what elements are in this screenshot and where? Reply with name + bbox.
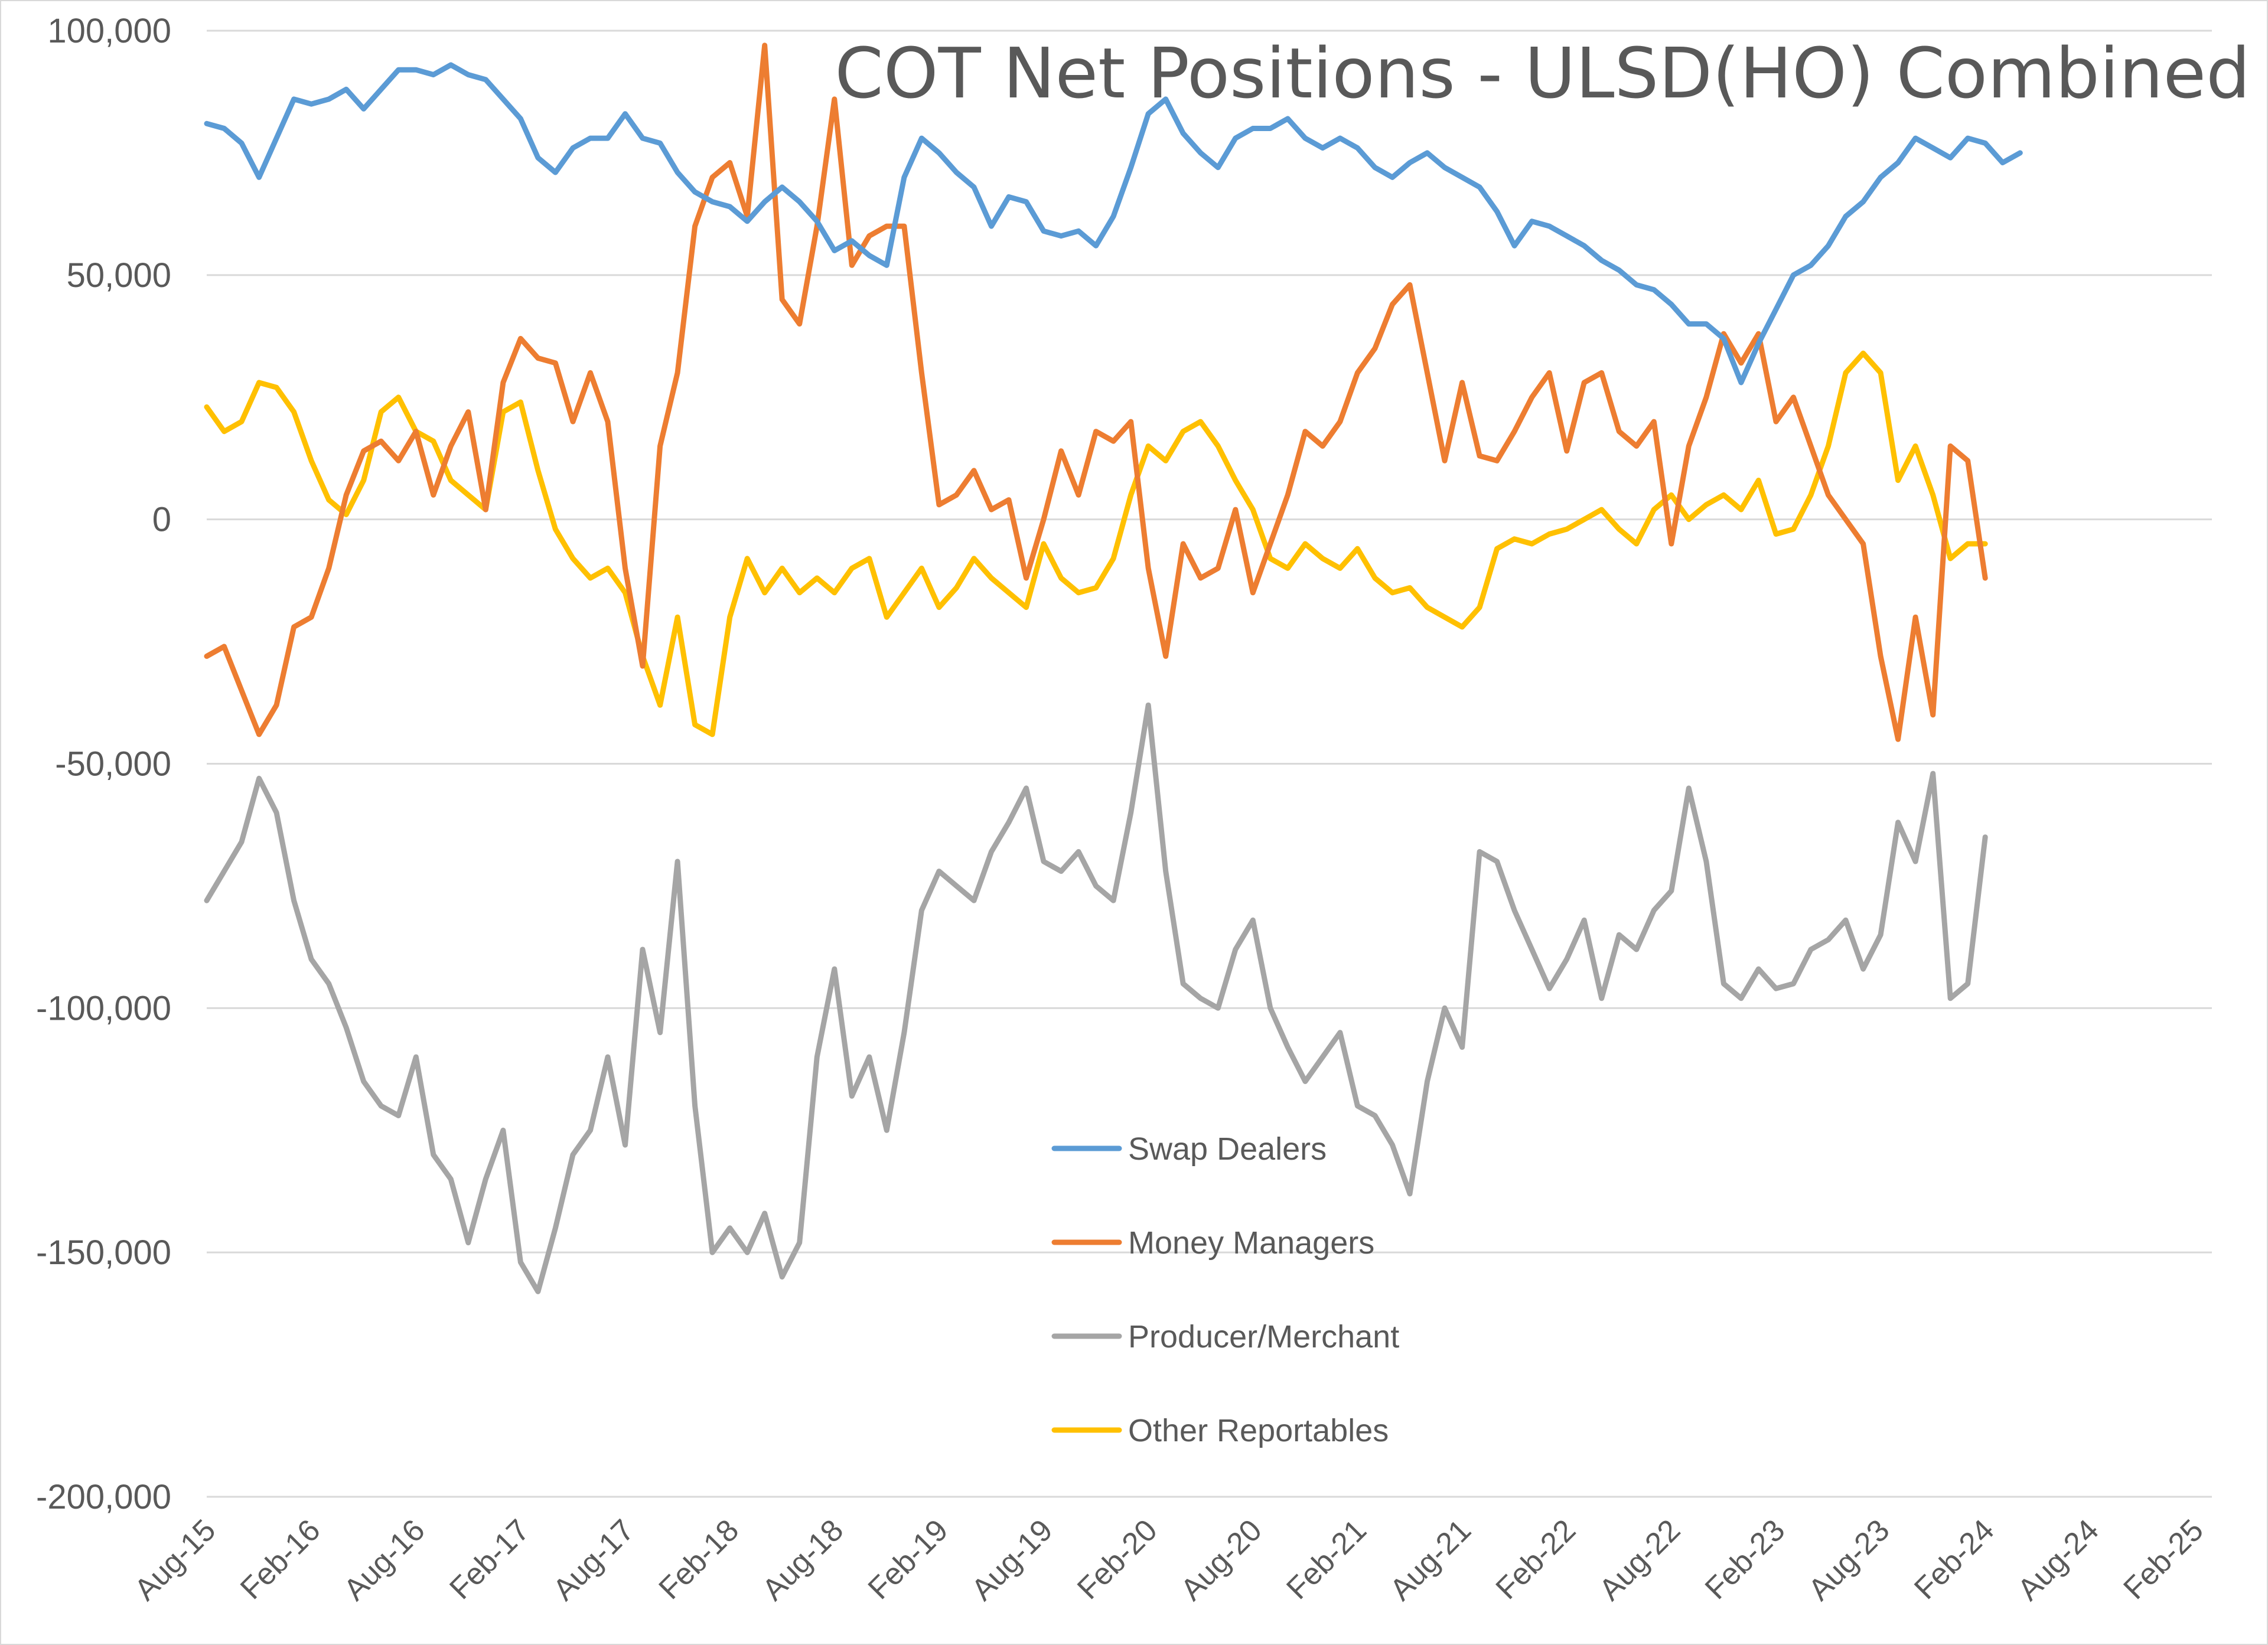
- x-tick-label: Aug-16: [337, 1513, 432, 1607]
- chart-title: COT Net Positions - ULSD(HO) Combined: [835, 32, 2250, 114]
- y-tick-label: 100,000: [47, 12, 171, 50]
- x-tick-label: Feb-22: [1490, 1513, 1583, 1606]
- series-line-swap-dealers: [204, 62, 2023, 386]
- x-tick-label: Feb-23: [1699, 1513, 1792, 1606]
- legend-label: Swap Dealers: [1128, 1131, 1327, 1167]
- x-tick-label: Feb-21: [1280, 1513, 1373, 1606]
- y-tick-label: 0: [152, 501, 171, 539]
- y-tick-label: -150,000: [36, 1233, 171, 1272]
- y-tick-label: 50,000: [67, 256, 171, 295]
- series-line-other-reportables: [204, 350, 1988, 737]
- x-tick-label: Aug-21: [1383, 1513, 1478, 1607]
- y-tick-label: -200,000: [36, 1478, 171, 1516]
- x-tick-label: Aug-19: [965, 1513, 1060, 1607]
- x-tick-label: Feb-18: [653, 1513, 746, 1606]
- x-tick-label: Aug-23: [1802, 1513, 1896, 1607]
- gridlines: [207, 30, 2212, 1498]
- y-tick-label: -100,000: [36, 989, 171, 1027]
- x-tick-label: Feb-17: [443, 1513, 536, 1606]
- x-tick-label: Feb-25: [2117, 1513, 2210, 1606]
- series-line-money-managers: [204, 43, 1988, 742]
- legend-label: Money Managers: [1128, 1225, 1374, 1261]
- legend: Swap Dealers Money Managers Producer/Merch…: [1051, 1131, 1399, 1448]
- x-tick-label: Aug-24: [2011, 1513, 2106, 1607]
- legend-label: Other Reportables: [1128, 1413, 1389, 1448]
- x-tick-label: Aug-22: [1593, 1513, 1687, 1607]
- y-axis-tick-labels: 100,000 50,000 0 -50,000 -100,000 -150,000 -20…: [36, 12, 171, 1516]
- series-lines: [204, 43, 2023, 1294]
- y-tick-label: -50,000: [55, 745, 171, 784]
- x-tick-label: Aug-15: [128, 1513, 223, 1607]
- x-tick-label: Feb-16: [234, 1513, 327, 1606]
- legend-label: Producer/Merchant: [1128, 1319, 1399, 1354]
- x-tick-label: Feb-20: [1071, 1513, 1164, 1606]
- x-tick-label: Feb-24: [1908, 1513, 2001, 1606]
- series-line-producer-merchant: [204, 702, 1988, 1294]
- x-tick-label: Aug-17: [546, 1513, 641, 1607]
- x-tick-label: Feb-19: [862, 1513, 955, 1606]
- x-axis-tick-labels: Aug-15 Feb-16 Aug-16 Feb-17 Aug-17 Feb-18 Aug-…: [128, 1513, 2210, 1607]
- x-tick-label: Aug-18: [756, 1513, 850, 1607]
- x-tick-label: Aug-20: [1174, 1513, 1269, 1607]
